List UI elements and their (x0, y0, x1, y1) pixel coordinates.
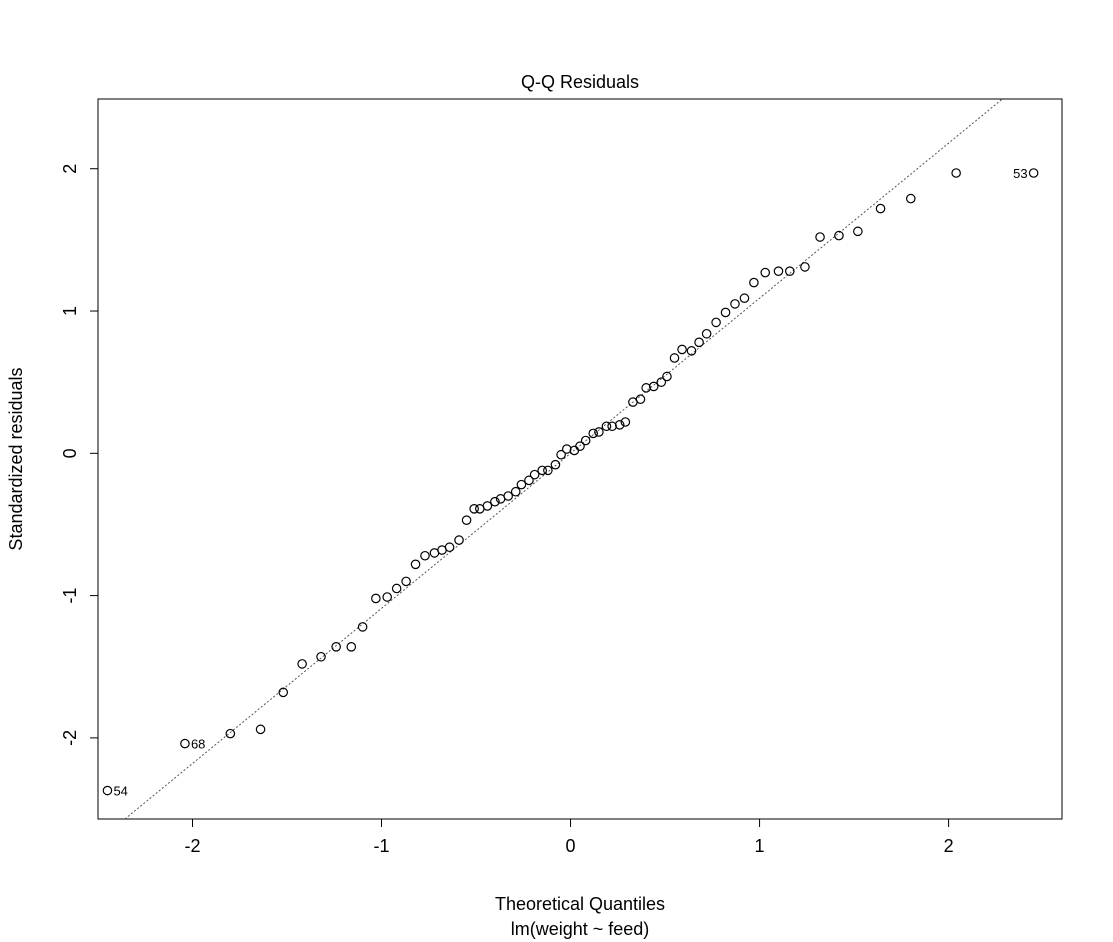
data-point (800, 262, 810, 272)
y-tick-label: 2 (60, 164, 80, 174)
data-point (694, 337, 704, 348)
data-point (382, 592, 392, 602)
data-point (278, 687, 289, 698)
data-point (331, 642, 341, 652)
data-point (461, 515, 472, 525)
data-point (785, 266, 795, 276)
data-point (853, 226, 863, 237)
data-point (730, 299, 740, 309)
data-point (444, 542, 455, 553)
data-point (516, 479, 527, 490)
point-label: 53 (1013, 166, 1027, 181)
point-labels-group: 54 68 53 (113, 166, 1027, 799)
data-point (662, 371, 672, 382)
point-label: 54 (113, 784, 127, 799)
data-point (594, 427, 604, 437)
data-point (815, 232, 825, 242)
data-point (760, 267, 771, 278)
chart-title: Q-Q Residuals (521, 72, 639, 92)
data-point (410, 559, 421, 570)
y-axis-label: Standardized residuals (6, 367, 26, 550)
data-point (503, 491, 513, 501)
data-point (905, 193, 916, 204)
data-point (720, 307, 731, 318)
y-tick-label: 0 (60, 448, 80, 458)
y-axis: -2 -1 0 1 2 (60, 164, 99, 746)
data-point (656, 377, 667, 387)
data-point (401, 576, 411, 587)
x-axis: -2 -1 0 1 2 (185, 818, 954, 856)
data-point (607, 421, 617, 432)
data-point (346, 642, 357, 652)
data-point (580, 435, 591, 446)
plot-frame (97, 98, 1063, 820)
data-point (529, 469, 540, 480)
data-point (588, 428, 599, 439)
data-point (575, 441, 585, 451)
points-group (102, 168, 1039, 796)
data-point (510, 486, 521, 497)
data-point (669, 353, 680, 363)
data-point (601, 421, 612, 432)
data-point (482, 501, 493, 511)
data-point (686, 346, 697, 356)
reference-line-group (124, 98, 1003, 820)
data-point (316, 651, 326, 662)
data-point (739, 293, 750, 304)
data-point (556, 449, 566, 460)
data-point (180, 738, 190, 749)
data-point (951, 168, 961, 178)
data-point (1028, 168, 1039, 178)
data-point (773, 266, 784, 276)
data-point (614, 420, 625, 430)
x-tick-label: 2 (944, 836, 954, 856)
x-tick-label: 0 (566, 836, 576, 856)
data-point (102, 785, 113, 796)
x-axis-sublabel: lm(weight ~ feed) (511, 919, 650, 939)
data-point (561, 444, 572, 454)
y-tick-label: -1 (60, 588, 80, 604)
data-point (677, 344, 687, 355)
data-point (524, 475, 534, 486)
x-tick-label: -1 (374, 836, 390, 856)
data-point (635, 394, 646, 405)
y-tick-label: -2 (60, 730, 80, 746)
data-point (469, 504, 479, 514)
data-point (648, 381, 659, 392)
data-point (875, 203, 886, 214)
x-tick-label: -2 (185, 836, 201, 856)
point-label: 68 (191, 737, 205, 752)
data-point (550, 459, 561, 470)
data-point (537, 465, 547, 476)
data-point (357, 622, 368, 632)
data-point (454, 535, 464, 545)
data-point (297, 659, 307, 669)
data-point (711, 317, 721, 328)
data-point (620, 417, 631, 427)
data-point (749, 277, 759, 288)
data-point (420, 550, 430, 561)
qq-reference-line (124, 98, 1003, 820)
data-point (490, 496, 500, 507)
data-point (834, 230, 844, 241)
y-tick-label: 1 (60, 306, 80, 316)
x-tick-label: 1 (755, 836, 765, 856)
data-point (543, 465, 553, 476)
data-point (371, 593, 381, 604)
data-point (641, 383, 651, 393)
x-axis-label: Theoretical Quantiles (495, 894, 665, 914)
data-point (391, 583, 402, 594)
data-point (225, 728, 236, 739)
data-point (701, 328, 712, 339)
data-point (255, 724, 266, 735)
